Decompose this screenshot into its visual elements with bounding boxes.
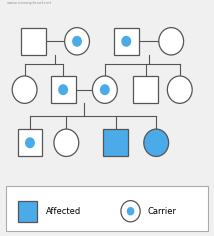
Circle shape	[58, 84, 68, 95]
Circle shape	[25, 137, 35, 148]
Circle shape	[121, 36, 131, 47]
Circle shape	[54, 129, 79, 156]
Circle shape	[12, 76, 37, 103]
Text: Carrier: Carrier	[148, 207, 177, 216]
Circle shape	[121, 201, 140, 222]
Bar	[103, 129, 128, 156]
Bar	[18, 129, 42, 156]
Bar	[21, 28, 46, 55]
Circle shape	[127, 207, 134, 215]
Circle shape	[167, 76, 192, 103]
Bar	[114, 28, 139, 55]
Circle shape	[159, 28, 184, 55]
Circle shape	[100, 84, 110, 95]
Circle shape	[72, 36, 82, 47]
Circle shape	[65, 28, 89, 55]
Bar	[133, 76, 158, 103]
Bar	[18, 201, 37, 222]
Text: Affected: Affected	[46, 207, 81, 216]
Text: www.examplesof.net: www.examplesof.net	[6, 1, 52, 5]
Bar	[51, 76, 76, 103]
Circle shape	[144, 129, 169, 156]
Circle shape	[92, 76, 117, 103]
FancyBboxPatch shape	[6, 186, 208, 231]
